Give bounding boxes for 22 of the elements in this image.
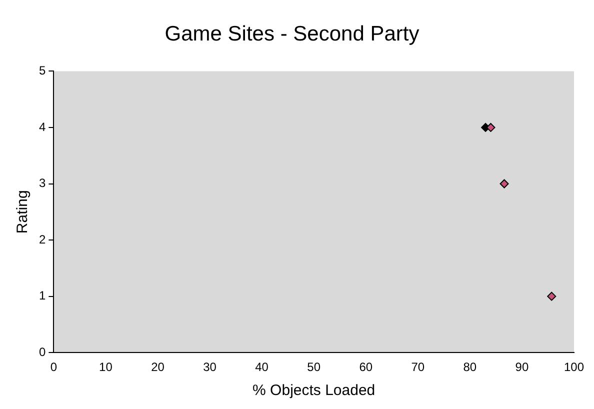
y-tick-label: 2 [38,232,46,246]
x-tick-label: 40 [255,360,269,374]
y-tick-label: 5 [38,64,46,78]
y-tick-label: 1 [38,288,46,303]
x-tick-label: 90 [515,360,529,374]
y-tick-label: 3 [38,176,46,190]
x-tick-label: 80 [463,360,477,374]
x-tick-label: 30 [203,360,217,374]
x-axis-title: % Objects Loaded [252,382,376,400]
y-tick-label: 4 [38,120,46,134]
x-tick-label: 0 [50,360,58,374]
y-tick-label: 0 [38,344,46,359]
chart-title: Game Sites - Second Party [164,22,420,46]
x-tick-label: 50 [307,360,321,374]
y-axis-title: Rating [14,190,32,234]
x-tick-label: 60 [359,360,373,374]
x-tick-label: 70 [411,360,425,374]
point [547,292,556,301]
x-tick-label: 100 [564,360,584,374]
x-tick-label: 10 [99,360,113,374]
x-tick-label: 20 [151,360,165,374]
point [500,179,509,188]
